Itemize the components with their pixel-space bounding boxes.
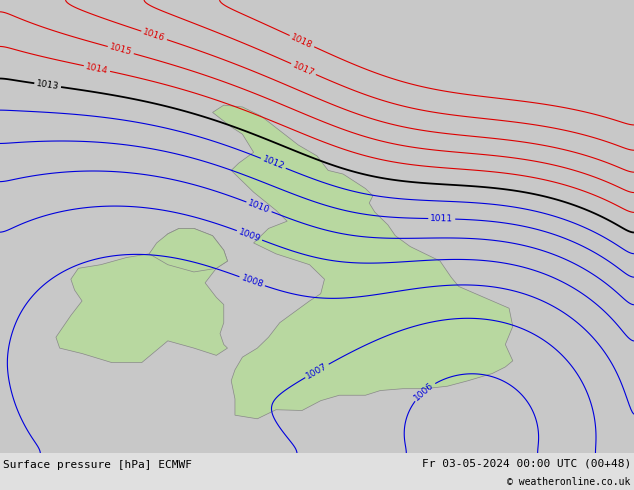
Text: © weatheronline.co.uk: © weatheronline.co.uk <box>507 477 631 487</box>
Polygon shape <box>56 228 228 363</box>
Text: 1013: 1013 <box>36 79 60 91</box>
Text: 1012: 1012 <box>261 155 285 172</box>
Text: 1015: 1015 <box>108 43 133 57</box>
Text: 1014: 1014 <box>85 62 109 75</box>
Text: Fr 03-05-2024 00:00 UTC (00+48): Fr 03-05-2024 00:00 UTC (00+48) <box>422 459 631 468</box>
Text: 1011: 1011 <box>430 214 453 223</box>
Text: 1006: 1006 <box>413 380 436 402</box>
Text: Surface pressure [hPa] ECMWF: Surface pressure [hPa] ECMWF <box>3 460 192 470</box>
Text: 1017: 1017 <box>291 60 316 78</box>
Text: 1008: 1008 <box>240 273 264 290</box>
Text: 1010: 1010 <box>247 198 271 215</box>
Polygon shape <box>149 228 228 272</box>
Text: 1018: 1018 <box>290 32 314 50</box>
Text: 1007: 1007 <box>305 361 329 380</box>
Text: 1016: 1016 <box>142 27 167 43</box>
Polygon shape <box>212 105 513 419</box>
Text: 1009: 1009 <box>237 227 262 244</box>
